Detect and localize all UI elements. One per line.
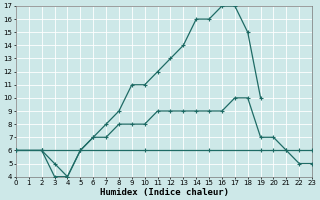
X-axis label: Humidex (Indice chaleur): Humidex (Indice chaleur) <box>100 188 228 197</box>
